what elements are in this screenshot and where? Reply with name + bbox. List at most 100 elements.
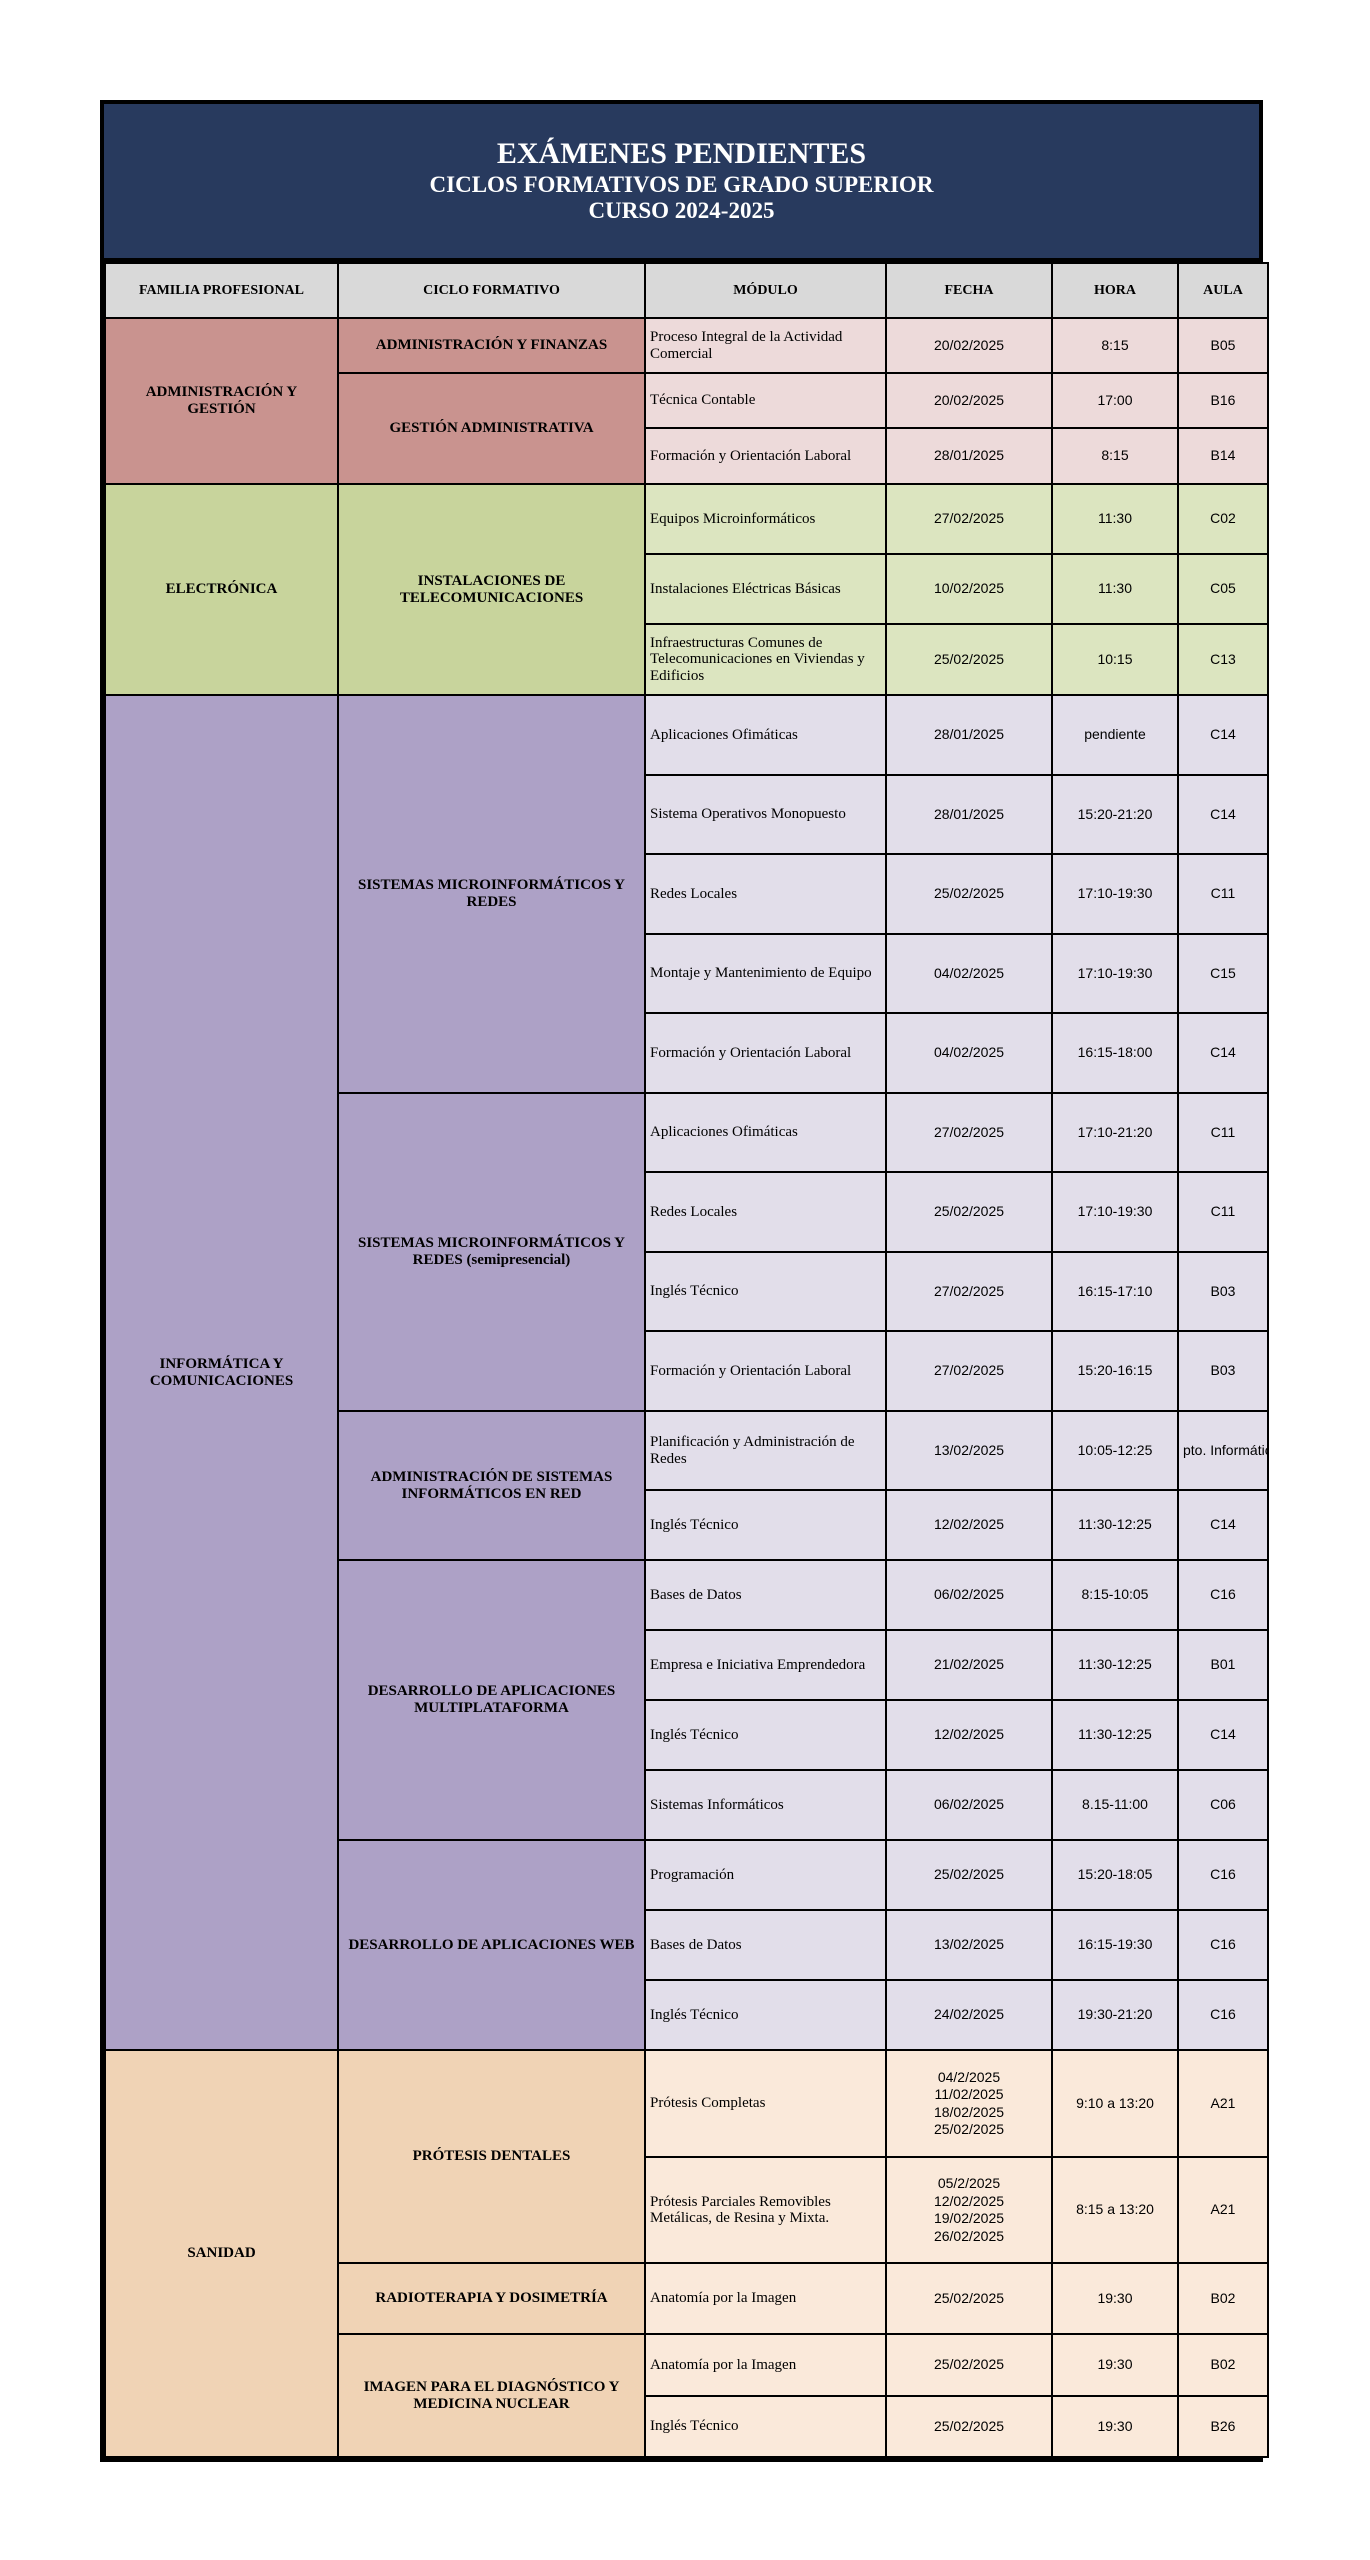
hora-cell: 10:05-12:25 bbox=[1051, 1410, 1179, 1491]
modulo-cell: Prótesis Completas bbox=[644, 2049, 887, 2158]
aula-cell: B03 bbox=[1177, 1330, 1269, 1412]
modulo-cell: Inglés Técnico bbox=[644, 1489, 887, 1561]
title-banner: EXÁMENES PENDIENTES CICLOS FORMATIVOS DE… bbox=[104, 104, 1259, 262]
header-ciclo: CICLO FORMATIVO bbox=[337, 262, 646, 319]
table-row: Prótesis Parciales Removibles Metálicas,… bbox=[105, 2156, 1269, 2264]
table-row: Sistema Operativos Monopuesto 28/01/2025 1… bbox=[105, 774, 1269, 855]
fecha-cell: 21/02/2025 bbox=[885, 1629, 1053, 1701]
aula-cell: C16 bbox=[1177, 1839, 1269, 1911]
header-aula: AULA bbox=[1177, 262, 1269, 319]
aula-cell: C14 bbox=[1177, 774, 1269, 855]
ciclo-cell: ADMINISTRACIÓN DE SISTEMAS INFORMÁTICOS … bbox=[337, 1410, 646, 1561]
table-row: ELECTRÓNICA INSTALACIONES DE TELECOMUNICA… bbox=[104, 483, 1269, 696]
aula-cell: C14 bbox=[1177, 1012, 1269, 1094]
table-row: Instalaciones Eléctricas Básicas 10/02/20… bbox=[105, 553, 1269, 625]
fecha-cell: 27/02/2025 bbox=[885, 1092, 1053, 1173]
modulo-cell: Bases de Datos bbox=[644, 1909, 887, 1981]
modulo-cell: Aplicaciones Ofimáticas bbox=[644, 694, 887, 776]
table-row: Inglés Técnico 25/02/2025 19:30 B26 bbox=[105, 2395, 1269, 2458]
aula-cell: C14 bbox=[1177, 1699, 1269, 1771]
header-familia: FAMILIA PROFESIONAL bbox=[104, 262, 339, 319]
fecha-cell: 10/02/2025 bbox=[885, 553, 1053, 625]
aula-cell: C14 bbox=[1177, 1489, 1269, 1561]
modulo-cell: Prótesis Parciales Removibles Metálicas,… bbox=[644, 2156, 887, 2264]
hora-cell: 16:15-19:30 bbox=[1051, 1909, 1179, 1981]
fecha-cell: 27/02/2025 bbox=[885, 1330, 1053, 1412]
hora-cell: 11:30 bbox=[1051, 483, 1179, 555]
exam-table: FAMILIA PROFESIONAL CICLO FORMATIVO MÓDU… bbox=[104, 262, 1269, 2458]
aula-cell: C02 bbox=[1177, 483, 1269, 555]
page-subtitle: CICLOS FORMATIVOS DE GRADO SUPERIOR bbox=[429, 171, 934, 197]
hora-cell: 8:15 bbox=[1051, 427, 1179, 485]
hora-cell: 15:20-21:20 bbox=[1051, 774, 1179, 855]
modulo-cell: Formación y Orientación Laboral bbox=[644, 1330, 887, 1412]
hora-cell: 11:30-12:25 bbox=[1051, 1629, 1179, 1701]
fecha-cell: 04/2/2025 11/02/2025 18/02/2025 25/02/20… bbox=[885, 2049, 1053, 2158]
hora-cell: 19:30 bbox=[1051, 2262, 1179, 2335]
hora-cell: 19:30 bbox=[1051, 2395, 1179, 2458]
hora-cell: 17:00 bbox=[1051, 372, 1179, 429]
fecha-cell: 24/02/2025 bbox=[885, 1979, 1053, 2051]
aula-cell: pto. Informátic bbox=[1177, 1410, 1269, 1491]
modulo-cell: Formación y Orientación Laboral bbox=[644, 1012, 887, 1094]
fecha-cell: 25/02/2025 bbox=[885, 1171, 1053, 1253]
hora-cell: 10:15 bbox=[1051, 623, 1179, 696]
hora-cell: 11:30 bbox=[1051, 553, 1179, 625]
fecha-cell: 25/02/2025 bbox=[885, 623, 1053, 696]
aula-cell: A21 bbox=[1177, 2049, 1269, 2158]
table-row: SANIDAD PRÓTESIS DENTALES Prótesis Complet… bbox=[104, 2049, 1269, 2458]
page-title: EXÁMENES PENDIENTES bbox=[496, 137, 867, 171]
familia-cell: ELECTRÓNICA bbox=[104, 483, 339, 696]
aula-cell: C06 bbox=[1177, 1769, 1269, 1841]
modulo-cell: Redes Locales bbox=[644, 1171, 887, 1253]
ciclo-cell: GESTIÓN ADMINISTRATIVA bbox=[337, 372, 646, 485]
header-modulo: MÓDULO bbox=[644, 262, 887, 319]
modulo-cell: Equipos Microinformáticos bbox=[644, 483, 887, 555]
table-row: Formación y Orientación Laboral 27/02/202… bbox=[105, 1330, 1269, 1412]
course-year: CURSO 2024-2025 bbox=[588, 198, 775, 224]
ciclo-cell: PRÓTESIS DENTALES bbox=[337, 2049, 646, 2264]
hora-cell: pendiente bbox=[1051, 694, 1179, 776]
modulo-cell: Técnica Contable bbox=[644, 372, 887, 429]
hora-cell: 17:10-19:30 bbox=[1051, 1171, 1179, 1253]
modulo-cell: Anatomía por la Imagen bbox=[644, 2333, 887, 2397]
table-row: ADMINISTRACIÓN Y GESTIÓN ADMINISTRACIÓN Y… bbox=[104, 317, 1269, 485]
aula-cell: C16 bbox=[1177, 1979, 1269, 2051]
modulo-cell: Programación bbox=[644, 1839, 887, 1911]
aula-cell: B05 bbox=[1177, 317, 1269, 374]
ciclo-cell: INSTALACIONES DE TELECOMUNICACIONES bbox=[337, 483, 646, 696]
hora-cell: 11:30-12:25 bbox=[1051, 1699, 1179, 1771]
hora-cell: 17:10-19:30 bbox=[1051, 933, 1179, 1014]
hora-cell: 8:15 bbox=[1051, 317, 1179, 374]
ciclo-cell: DESARROLLO DE APLICACIONES WEB bbox=[337, 1839, 646, 2051]
ciclo-cell: SISTEMAS MICROINFORMÁTICOS Y REDES (semi… bbox=[337, 1092, 646, 1412]
aula-cell: C11 bbox=[1177, 1171, 1269, 1253]
familia-cell: ADMINISTRACIÓN Y GESTIÓN bbox=[104, 317, 339, 485]
aula-cell: C11 bbox=[1177, 853, 1269, 935]
table-row: SISTEMAS MICROINFORMÁTICOS Y REDES (semi… bbox=[105, 1092, 1269, 1412]
modulo-cell: Inglés Técnico bbox=[644, 1699, 887, 1771]
modulo-cell: Sistemas Informáticos bbox=[644, 1769, 887, 1841]
aula-cell: B02 bbox=[1177, 2333, 1269, 2397]
familia-cell: INFORMÁTICA Y COMUNICACIONES bbox=[104, 694, 339, 2051]
hora-cell: 17:10-21:20 bbox=[1051, 1092, 1179, 1173]
modulo-cell: Redes Locales bbox=[644, 853, 887, 935]
modulo-cell: Sistema Operativos Monopuesto bbox=[644, 774, 887, 855]
hora-cell: 8:15 a 13:20 bbox=[1051, 2156, 1179, 2264]
table-body: ADMINISTRACIÓN Y GESTIÓN ADMINISTRACIÓN Y… bbox=[104, 317, 1269, 2458]
table-row: IMAGEN PARA EL DIAGNÓSTICO Y MEDICINA NU… bbox=[105, 2333, 1269, 2458]
aula-cell: B16 bbox=[1177, 372, 1269, 429]
fecha-cell: 28/01/2025 bbox=[885, 774, 1053, 855]
aula-cell: C16 bbox=[1177, 1909, 1269, 1981]
fecha-cell: 06/02/2025 bbox=[885, 1559, 1053, 1631]
table-row: Inglés Técnico 12/02/2025 11:30-12:25 C14 bbox=[105, 1489, 1269, 1561]
fecha-cell: 04/02/2025 bbox=[885, 933, 1053, 1014]
ciclo-cell: IMAGEN PARA EL DIAGNÓSTICO Y MEDICINA NU… bbox=[337, 2333, 646, 2458]
table-row: Formación y Orientación Laboral 04/02/202… bbox=[105, 1012, 1269, 1094]
table-header-row: FAMILIA PROFESIONAL CICLO FORMATIVO MÓDU… bbox=[104, 262, 1269, 319]
familia-cell: SANIDAD bbox=[104, 2049, 339, 2458]
hora-cell: 8:15-10:05 bbox=[1051, 1559, 1179, 1631]
modulo-cell: Bases de Datos bbox=[644, 1559, 887, 1631]
fecha-cell: 13/02/2025 bbox=[885, 1909, 1053, 1981]
fecha-cell: 28/01/2025 bbox=[885, 427, 1053, 485]
